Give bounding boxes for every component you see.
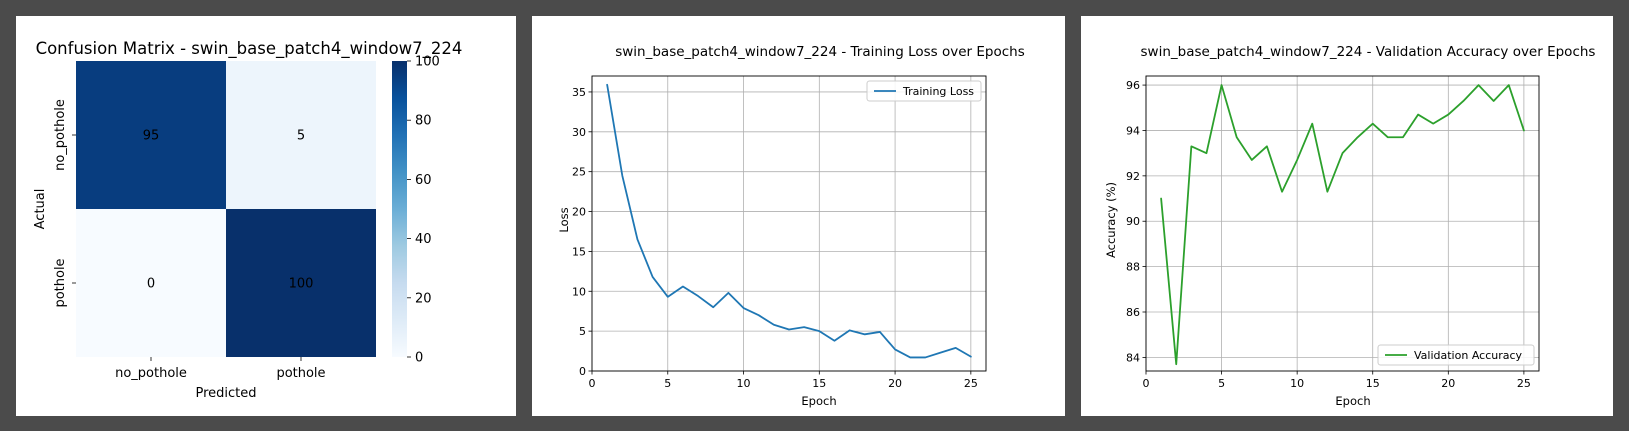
- legend-label: Training Loss: [902, 85, 974, 98]
- colorbar-tick-label: 80: [415, 114, 432, 129]
- colorbar-tick-label: 20: [415, 291, 432, 306]
- training-loss-ylabel: Loss: [557, 207, 571, 232]
- y-tick-label: 25: [572, 166, 586, 179]
- colorbar-tick-label: 100: [415, 55, 440, 70]
- confusion-matrix-title: Confusion Matrix - swin_base_patch4_wind…: [36, 39, 463, 59]
- heatmap-cell: [226, 61, 376, 209]
- y-tick-label: 86: [1126, 306, 1140, 319]
- colorbar-tick-label: 60: [415, 173, 432, 188]
- legend-box: [1377, 344, 1535, 366]
- x-tick-label: 10: [737, 377, 751, 390]
- validation-accuracy-series-line: [1160, 84, 1525, 366]
- colorbar-tick-label: 0: [415, 351, 423, 366]
- training-loss-title: swin_base_patch4_window7_224 - Training …: [615, 44, 1025, 60]
- legend-box: [866, 80, 982, 102]
- y-tick-label: no_pothole: [53, 99, 68, 171]
- heatmap-cell-value: 5: [297, 129, 305, 144]
- validation-accuracy-chart: swin_base_patch4_window7_224 - Validatio…: [1104, 44, 1596, 408]
- x-tick-label: 5: [1218, 377, 1225, 390]
- training-loss-legend: Training Loss: [866, 80, 982, 102]
- y-tick-label: 0: [579, 365, 586, 378]
- plot-frame: [591, 75, 987, 372]
- heatmap-cell: [76, 209, 226, 357]
- validation-accuracy-title: swin_base_patch4_window7_224 - Validatio…: [1141, 44, 1596, 60]
- x-tick-label: 25: [964, 377, 978, 390]
- confusion-matrix-ylabel: Actual: [33, 189, 48, 230]
- x-tick-label: 5: [664, 377, 671, 390]
- training-loss-series-line: [606, 83, 972, 359]
- confusion-matrix-xlabel: Predicted: [195, 386, 256, 401]
- plot-frame: [1145, 75, 1540, 372]
- y-tick-label: 90: [1126, 215, 1140, 228]
- y-tick-label: 92: [1126, 170, 1140, 183]
- y-tick-label: 96: [1126, 79, 1140, 92]
- x-tick-label: 10: [1290, 377, 1304, 390]
- validation-accuracy-xlabel: Epoch: [1335, 394, 1370, 408]
- x-tick-label: 0: [1143, 377, 1150, 390]
- colorbar: [392, 61, 407, 357]
- y-tick-label: 84: [1126, 351, 1140, 364]
- training-loss-chart: swin_base_patch4_window7_224 - Training …: [557, 44, 1025, 408]
- heatmap-cell: [226, 209, 376, 357]
- y-tick-label: 10: [572, 285, 586, 298]
- validation-accuracy-ylabel: Accuracy (%): [1104, 182, 1118, 258]
- y-tick-label: 20: [572, 206, 586, 219]
- x-tick-label: 20: [888, 377, 902, 390]
- y-tick-label: 88: [1126, 261, 1140, 274]
- x-tick-label: 15: [1366, 377, 1380, 390]
- y-tick-label: 5: [579, 325, 586, 338]
- training-loss-panel: swin_base_patch4_window7_224 - Training …: [532, 16, 1065, 416]
- legend-label: Validation Accuracy: [1414, 349, 1523, 362]
- heatmap-cell-value: 100: [289, 277, 314, 292]
- x-tick-label: 20: [1441, 377, 1455, 390]
- y-tick-label: 35: [572, 86, 586, 99]
- y-tick-label: 15: [572, 245, 586, 258]
- heatmap-cell: [76, 61, 226, 209]
- confusion-matrix-chart: Confusion Matrix - swin_base_patch4_wind…: [33, 39, 463, 401]
- colorbar-tick-label: 40: [415, 232, 432, 247]
- y-tick-label: 30: [572, 126, 586, 139]
- x-tick-label: 25: [1517, 377, 1531, 390]
- confusion-matrix-panel: Confusion Matrix - swin_base_patch4_wind…: [16, 16, 516, 416]
- validation-accuracy-panel: swin_base_patch4_window7_224 - Validatio…: [1081, 16, 1613, 416]
- heatmap-cell-value: 95: [143, 129, 160, 144]
- x-tick-label: 0: [589, 377, 596, 390]
- x-tick-label: no_pothole: [115, 366, 187, 381]
- y-tick-label: pothole: [53, 258, 68, 307]
- x-tick-label: 15: [812, 377, 826, 390]
- y-tick-label: 94: [1126, 124, 1140, 137]
- validation-accuracy-legend: Validation Accuracy: [1377, 344, 1535, 366]
- heatmap-cell-value: 0: [147, 277, 155, 292]
- x-tick-label: pothole: [276, 366, 325, 381]
- training-loss-xlabel: Epoch: [801, 394, 836, 408]
